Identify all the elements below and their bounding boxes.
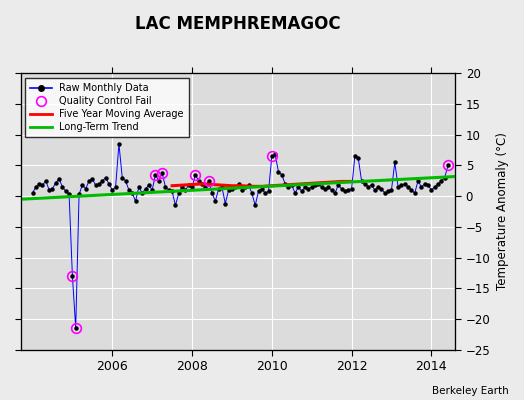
Legend: Raw Monthly Data, Quality Control Fail, Five Year Moving Average, Long-Term Tren: Raw Monthly Data, Quality Control Fail, … <box>26 78 189 137</box>
Text: Berkeley Earth: Berkeley Earth <box>432 386 508 396</box>
Title: LAC MEMPHREMAGOC: LAC MEMPHREMAGOC <box>135 15 341 33</box>
Y-axis label: Temperature Anomaly (°C): Temperature Anomaly (°C) <box>496 132 509 290</box>
